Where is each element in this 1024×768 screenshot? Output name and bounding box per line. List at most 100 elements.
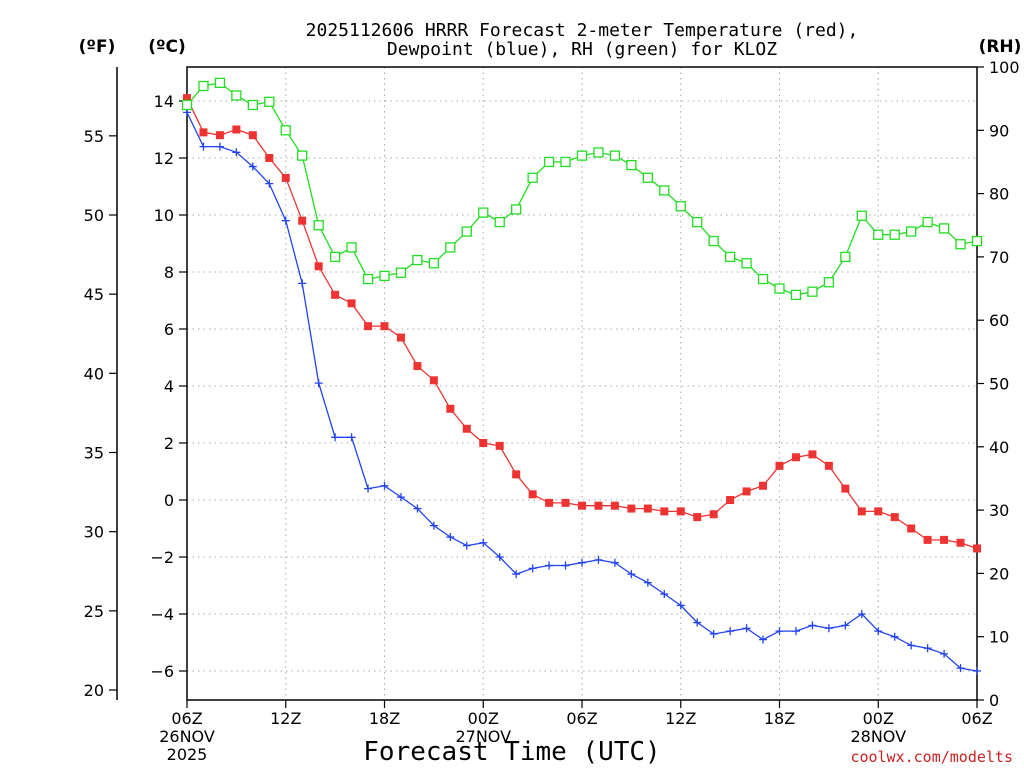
celsius-tick-label: −6 — [150, 662, 174, 681]
rh-point — [329, 251, 341, 263]
temperature-point — [281, 173, 290, 182]
temperature-point — [364, 322, 373, 331]
rh-point — [543, 156, 555, 168]
rh-point — [247, 99, 258, 111]
rh-point — [395, 267, 407, 278]
rh-tick-label: 70 — [989, 248, 1009, 267]
rh-point — [906, 226, 917, 237]
dewpoint-point — [857, 610, 866, 618]
temperature-point — [940, 535, 949, 544]
dewpoint-point — [215, 142, 224, 151]
rh-point — [560, 156, 571, 168]
temperature-point — [314, 262, 323, 271]
dewpoint-point — [265, 179, 274, 188]
rh-point — [692, 216, 703, 228]
celsius-tick-label: 4 — [164, 377, 174, 396]
fahrenheit-tick-label: 55 — [84, 127, 104, 146]
rh-point — [461, 226, 472, 237]
dewpoint-point — [380, 481, 389, 490]
dewpoint-point — [561, 561, 570, 570]
temperature-point — [857, 507, 866, 516]
dewpoint-point — [512, 570, 521, 579]
celsius-axis: −6 −4 −2 0 2 4 6 8 10 12 14 — [150, 92, 187, 681]
rh-point — [873, 229, 884, 240]
rh-axis: 0 10 20 30 40 50 60 70 80 90 100 — [977, 58, 1020, 710]
dewpoint-point — [759, 635, 768, 644]
dewpoint-point — [578, 558, 586, 567]
temperature-point — [561, 498, 570, 507]
temperature-point — [693, 513, 702, 522]
temperature-point — [248, 131, 257, 140]
dewpoint-point — [627, 570, 636, 579]
temperature-point — [462, 424, 471, 433]
temperature-point — [594, 501, 603, 510]
rh-point — [412, 254, 423, 266]
celsius-tick-label: 10 — [154, 206, 174, 225]
rh-tick-label: 10 — [989, 628, 1009, 647]
dewpoint-point — [610, 558, 619, 567]
celsius-tick-label: 6 — [164, 320, 174, 339]
temperature-point — [199, 128, 208, 137]
time-tick-label: 00Z — [468, 709, 499, 728]
dewpoint-point — [199, 142, 208, 151]
temperature-point — [265, 154, 274, 162]
dewpoint-point — [643, 578, 652, 587]
dewpoint-point — [824, 624, 833, 633]
rh-point — [840, 251, 851, 263]
rh-tick-label: 50 — [989, 375, 1009, 394]
temperature-point — [578, 501, 586, 510]
celsius-tick-label: −2 — [150, 548, 174, 567]
dewpoint-point — [940, 649, 949, 658]
dewpoint-point — [429, 521, 438, 530]
temperature-point — [545, 498, 554, 507]
rh-point — [807, 286, 818, 297]
dewpoint-point — [660, 590, 669, 599]
time-tick-label: 06Z — [961, 709, 992, 728]
chart-title-line2: Dewpoint (blue), RH (green) for KLOZ — [387, 39, 777, 60]
temperature-point — [347, 299, 356, 308]
series-layer — [181, 77, 983, 675]
dewpoint-point — [874, 627, 883, 636]
rh-point — [198, 80, 209, 92]
dewpoint-point — [693, 618, 702, 627]
temperature-point — [660, 507, 669, 516]
temperature-point — [380, 322, 389, 331]
celsius-tick-label: 14 — [154, 92, 174, 111]
date-tick-label: 27NOV — [455, 727, 511, 746]
rh-point — [494, 216, 505, 228]
rh-point — [626, 159, 637, 171]
celsius-unit-label: (ºC) — [148, 37, 186, 57]
rh-point — [823, 277, 835, 288]
dewpoint-point — [709, 629, 718, 638]
rh-unit-label: (RH) — [979, 37, 1022, 57]
rh-point — [659, 185, 670, 196]
dewpoint-point — [331, 433, 340, 442]
rh-tick-label: 0 — [989, 691, 999, 710]
dewpoint-point — [973, 667, 981, 675]
rh-point — [790, 289, 802, 301]
credit-text: coolwx.com/modelts — [850, 748, 1013, 766]
dewpoint-point — [791, 627, 800, 636]
rh-point — [576, 150, 588, 161]
rh-point — [264, 96, 275, 107]
temperature-point — [479, 439, 488, 447]
rh-point — [955, 239, 966, 250]
temperature-point — [956, 538, 965, 547]
time-tick-label: 12Z — [270, 709, 301, 728]
temperature-point — [907, 524, 916, 533]
rh-point — [511, 204, 522, 215]
dewpoint-point — [775, 627, 784, 636]
celsius-tick-label: 8 — [164, 263, 174, 282]
dewpoint-point — [907, 641, 916, 650]
series-temperature — [183, 94, 981, 553]
rh-point — [757, 273, 769, 285]
dewpoint-point — [298, 279, 307, 288]
temperature-point — [331, 290, 340, 299]
time-tick-label: 00Z — [863, 709, 894, 728]
temperature-point — [413, 362, 422, 371]
rh-point — [297, 150, 308, 161]
temperature-point — [512, 470, 521, 479]
time-tick-label: 06Z — [171, 709, 202, 728]
